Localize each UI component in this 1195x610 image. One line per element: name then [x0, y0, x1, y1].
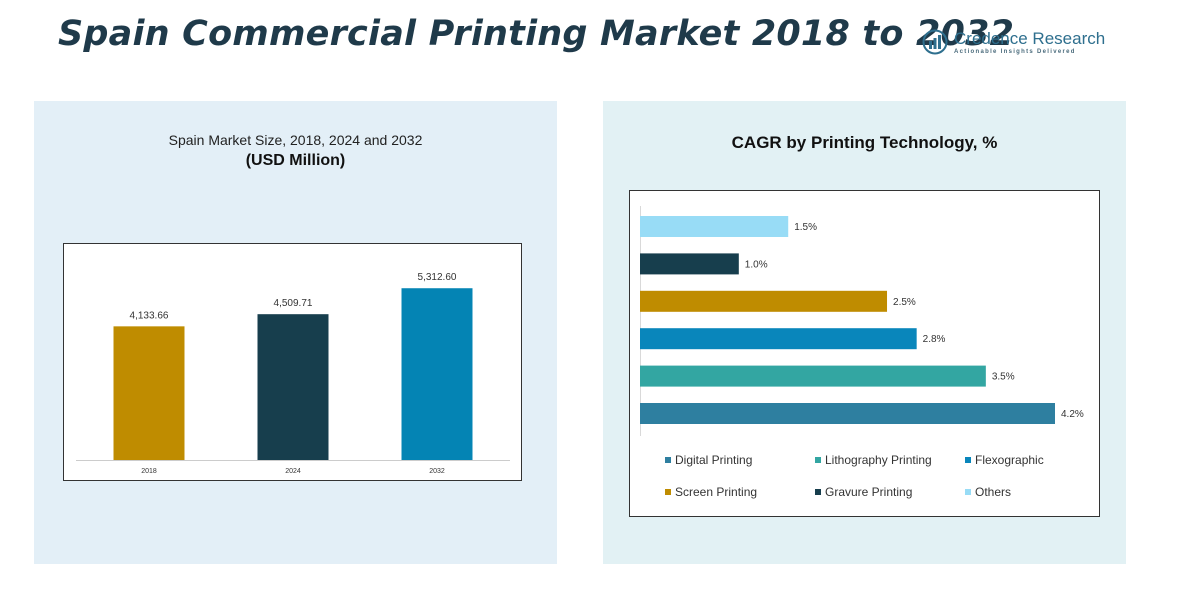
x-tick-2024: 2024 — [285, 468, 301, 475]
brand-name: Credence Research — [954, 29, 1106, 48]
bar-2024 — [257, 314, 329, 460]
data-label-flexographic: 2.8% — [923, 334, 946, 345]
legend-label: Lithography Printing — [825, 453, 932, 467]
legend-swatch — [965, 489, 971, 495]
bar-lithography-printing — [640, 365, 986, 387]
cagr-chart-svg: 1.5% 1.0% 2.5% 2.8% 3.5% 4.2% — [640, 206, 1084, 436]
market-size-unit: (USD Million) — [245, 152, 346, 169]
brand-tagline: Actionable Insights Delivered — [954, 49, 1076, 55]
legend-swatch — [815, 457, 821, 463]
legend-item-screen-printing: Screen Printing — [665, 485, 757, 499]
credence-logo-icon — [922, 29, 948, 55]
cagr-title: CAGR by Printing Technology, % — [731, 133, 998, 152]
page-title: Spain Commercial Printing Market 2018 to… — [58, 14, 1015, 54]
market-size-chart-svg: 4,133.66 2018 4,509.71 2024 5,312.60 2032 — [76, 272, 510, 475]
cagr-chart: 1.5% 1.0% 2.5% 2.8% 3.5% 4.2% Digital Printin… — [629, 190, 1100, 517]
data-label-screen-printing: 2.5% — [893, 297, 916, 308]
bar-others — [640, 216, 789, 237]
legend-label: Screen Printing — [675, 485, 758, 499]
legend-item-digital-printing: Digital Printing — [665, 453, 752, 467]
x-tick-2032: 2032 — [429, 468, 445, 475]
data-label-others: 1.5% — [794, 222, 817, 233]
data-label-2032: 5,312.60 — [418, 272, 457, 283]
bar-2018 — [113, 326, 185, 460]
legend-swatch — [665, 489, 671, 495]
bar-2032 — [401, 288, 473, 460]
legend-label: Others — [975, 485, 1012, 499]
data-label-2024: 4,509.71 — [274, 298, 313, 309]
data-label-digital-printing: 4.2% — [1061, 409, 1084, 420]
data-label-lithography-printing: 3.5% — [992, 372, 1015, 383]
market-size-chart: 4,133.66 2018 4,509.71 2024 5,312.60 2032 — [63, 243, 522, 481]
bar-flexographic — [640, 328, 917, 350]
bar-screen-printing — [640, 290, 888, 312]
legend-item-flexographic: Flexographic — [965, 453, 1044, 467]
legend-label: Gravure Printing — [825, 485, 913, 499]
legend-item-lithography-printing: Lithography Printing — [815, 453, 932, 467]
x-tick-2018: 2018 — [141, 468, 157, 475]
legend-swatch — [965, 457, 971, 463]
market-size-subtitle: Spain Market Size, 2018, 2024 and 2032 — [168, 132, 423, 148]
legend-item-gravure-printing: Gravure Printing — [815, 485, 912, 499]
legend-label: Flexographic — [975, 453, 1044, 467]
legend-item-others: Others — [965, 485, 1011, 499]
data-label-gravure-printing: 1.0% — [745, 259, 768, 270]
legend-label: Digital Printing — [675, 453, 753, 467]
bar-gravure-printing — [640, 253, 739, 275]
legend-swatch — [665, 457, 671, 463]
legend-swatch — [815, 489, 821, 495]
bar-digital-printing — [640, 403, 1055, 424]
data-label-2018: 4,133.66 — [130, 310, 169, 321]
